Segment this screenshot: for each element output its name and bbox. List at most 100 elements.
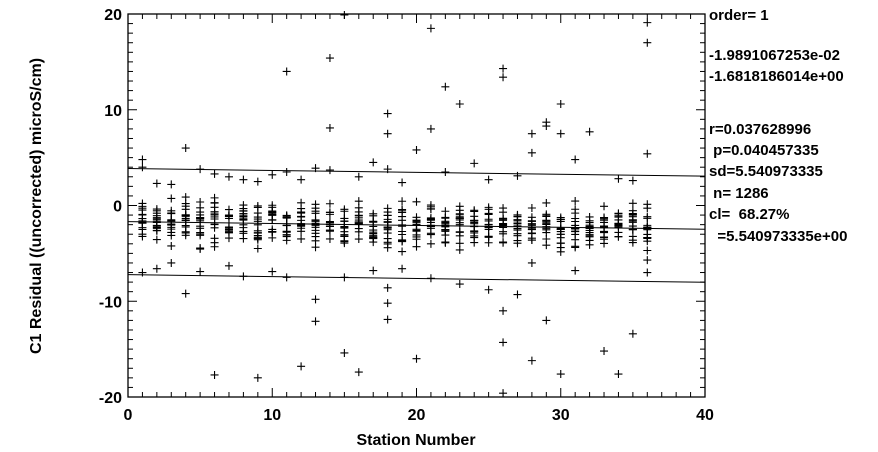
data-point (325, 199, 334, 208)
data-point (152, 264, 161, 273)
data-point (628, 176, 637, 185)
data-point (499, 238, 508, 247)
data-point (268, 170, 277, 179)
data-point (340, 236, 349, 245)
data-point (340, 214, 349, 223)
data-point (571, 266, 580, 275)
data-point (297, 198, 306, 207)
data-point (628, 199, 637, 208)
data-point (181, 289, 190, 298)
data-point (412, 197, 421, 206)
data-point (571, 243, 580, 252)
x-tick-label: 20 (408, 407, 426, 424)
data-point (614, 232, 623, 241)
data-point (224, 261, 233, 270)
tick-marks-layer (127, 13, 706, 398)
data-point (527, 236, 536, 245)
data-point (643, 18, 652, 27)
data-point (196, 216, 205, 225)
data-point (282, 211, 291, 220)
data-point (297, 220, 306, 229)
data-point (340, 224, 349, 233)
upper-band-line (127, 168, 706, 177)
data-point (441, 238, 450, 247)
data-point (600, 202, 609, 211)
data-point (484, 205, 493, 214)
y-tick-label: -20 (99, 390, 122, 407)
data-point (152, 235, 161, 244)
data-point (253, 373, 262, 382)
data-point (513, 290, 522, 299)
data-point (268, 233, 277, 242)
fit-stat-line: p=0.040457335 (709, 142, 819, 159)
data-point (455, 280, 464, 289)
data-point (325, 210, 334, 219)
data-point (542, 211, 551, 220)
data-point (354, 216, 363, 225)
data-point (325, 234, 334, 243)
data-point (268, 203, 277, 212)
data-point (455, 215, 464, 224)
fit-stat-line: cl= 68.27% (709, 206, 789, 223)
data-point (282, 167, 291, 176)
data-point (398, 247, 407, 256)
data-point (556, 217, 565, 226)
data-point (138, 225, 147, 234)
data-points-layer (138, 10, 652, 398)
x-tick-label: 30 (552, 407, 570, 424)
data-point (412, 213, 421, 222)
data-point (297, 212, 306, 221)
data-point (643, 268, 652, 277)
data-point (311, 216, 320, 225)
data-point (499, 64, 508, 73)
data-point (311, 295, 320, 304)
x-tick-label: 0 (124, 407, 133, 424)
data-point (383, 129, 392, 138)
data-point (311, 226, 320, 235)
data-point (181, 199, 190, 208)
data-point (513, 212, 522, 221)
y-tick-label: 10 (104, 103, 122, 120)
data-point (354, 227, 363, 236)
data-point (556, 370, 565, 379)
data-point (614, 213, 623, 222)
data-point (470, 238, 479, 247)
data-point (253, 226, 262, 235)
data-point (527, 148, 536, 157)
data-point (282, 67, 291, 76)
data-point (167, 180, 176, 189)
data-point (542, 198, 551, 207)
fit-stat-line: order= 1 (709, 7, 769, 24)
data-point (426, 124, 435, 133)
data-point (499, 338, 508, 347)
fit-statistics-panel: order= 1 -1.9891067253e-02 -1.6818186014e+… (709, 7, 847, 245)
data-point (325, 123, 334, 132)
data-point (484, 175, 493, 184)
data-point (426, 239, 435, 248)
data-point (412, 354, 421, 363)
data-point (556, 100, 565, 109)
data-point (181, 231, 190, 240)
data-point (571, 197, 580, 206)
y-tick-label: 0 (113, 199, 122, 216)
data-point (571, 230, 580, 239)
data-point (325, 166, 334, 175)
data-point (311, 204, 320, 213)
data-point (181, 210, 190, 219)
data-point (441, 167, 450, 176)
data-point (369, 211, 378, 220)
y-tick-label: -10 (99, 294, 122, 311)
data-point (412, 225, 421, 234)
data-point (398, 178, 407, 187)
data-point (167, 206, 176, 215)
data-point (600, 347, 609, 356)
data-point (239, 175, 248, 184)
data-point (152, 223, 161, 232)
data-point (196, 245, 205, 254)
data-point (167, 225, 176, 234)
data-point (571, 155, 580, 164)
data-point (527, 203, 536, 212)
data-point (499, 215, 508, 224)
fit-stat-line: r=0.037628996 (709, 121, 811, 138)
data-point (585, 127, 594, 136)
